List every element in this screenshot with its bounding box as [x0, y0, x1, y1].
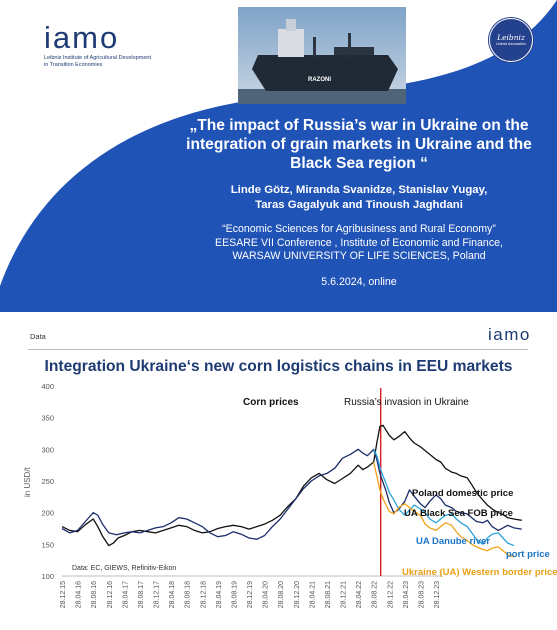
x-tick-label: 28.04.20: [263, 581, 270, 608]
x-tick-label: 28.08.19: [231, 581, 238, 608]
blue-panel-shape: [0, 0, 557, 312]
data-source: Data: EC, GIEWS, Refinitiv-Eikon: [72, 565, 176, 572]
x-tick-label: 28.12.20: [294, 581, 301, 608]
x-tick-label: 28.12.22: [387, 581, 394, 608]
series-label-2-line1: UA Danube river: [416, 536, 490, 547]
series-lines: [61, 424, 522, 558]
chart-title: Integration Ukraine‘s new corn logistics…: [44, 358, 513, 375]
presentation-title: „The impact of Russia’s war in Ukraine o…: [186, 117, 532, 172]
x-tick-label: 28.04.19: [216, 581, 223, 608]
conference-date: 5.6.2024, online: [321, 276, 397, 288]
y-tick-label: 400: [41, 382, 54, 391]
corn-prices-label: Corn prices: [243, 397, 299, 408]
x-tick-label: 28.12.17: [154, 581, 161, 608]
x-tick-label: 28.12.15: [60, 581, 67, 608]
x-tick-label: 28.04.16: [76, 581, 83, 608]
x-tick-label: 28.08.23: [418, 581, 425, 608]
series-label-1: UA Black Sea FOB price: [404, 508, 513, 519]
x-tick-label: 28.08.22: [372, 581, 379, 608]
x-tick-label: 28.08.16: [91, 581, 98, 608]
axes: in USD/t: [23, 388, 442, 577]
x-tick-label: 28.04.23: [403, 581, 410, 608]
leibniz-badge-name: Leibniz: [497, 33, 525, 43]
authors-line2: Taras Gagalyuk and Tinoush Jaghdani: [255, 199, 463, 211]
series-label-3: Ukraine (UA) Western border price: [402, 567, 557, 578]
ticks: 100 150 200 250 300 350 400 28.12.15 28.04.16 28.…: [41, 382, 441, 608]
y-tick-label: 350: [41, 414, 54, 423]
y-tick-label: 200: [41, 509, 54, 518]
series-labels: Poland domestic price UA Black Sea FOB pr…: [402, 488, 557, 578]
authors-line1: Linde Götz, Miranda Svanidze, Stanislav …: [230, 184, 488, 196]
x-tick-label: 28.12.21: [341, 581, 348, 608]
x-tick-label: 28.12.19: [247, 581, 254, 608]
authors: Linde Götz, Miranda Svanidze, Stanislav …: [168, 183, 550, 213]
series-line-2: [373, 449, 515, 547]
ship-image: RAZONI: [238, 7, 406, 104]
x-tick-label: 28.12.23: [434, 581, 441, 608]
header-divider: [28, 349, 528, 350]
x-tick-label: 28.08.18: [185, 581, 192, 608]
x-tick-label: 28.04.18: [169, 581, 176, 608]
slide-logo: IAMO: [488, 325, 531, 344]
x-tick-label: 28.04.17: [122, 581, 129, 608]
series-label-0: Poland domestic price: [412, 488, 513, 499]
y-tick-label: 300: [41, 445, 54, 454]
leibniz-badge: Leibniz Leibniz Association: [489, 18, 533, 62]
x-tick-label: 28.04.21: [309, 581, 316, 608]
conference-line3: WARSAW UNIVERSITY OF LIFE SCIENCES, Pola…: [232, 250, 486, 263]
conference-line2: EESARE VII Conference , Institute of Eco…: [215, 236, 503, 249]
series-line-3: [373, 461, 515, 558]
blue-panel: [0, 0, 557, 312]
x-tick-label: 28.08.20: [278, 581, 285, 608]
y-tick-label: 150: [41, 540, 54, 549]
title-slide: IAMO Leibniz Institute of Agricultural D…: [0, 0, 557, 312]
x-tick-label: 28.04.22: [356, 581, 363, 608]
iamo-subtitle-line1: Leibniz Institute of Agricultural Develo…: [44, 55, 152, 61]
ship-name: RAZONI: [308, 77, 331, 83]
y-axis-label: in USD/t: [23, 466, 32, 497]
chart-slide: Data IAMO Integration Ukraine‘s new corn…: [0, 318, 557, 630]
iamo-logo-subtitle: Leibniz Institute of Agricultural Develo…: [44, 55, 184, 69]
x-tick-label: 28.12.18: [200, 581, 207, 608]
conference-line1: “Economic Sciences for Agribusiness and …: [222, 223, 496, 235]
x-tick-label: 28.08.21: [325, 581, 332, 608]
x-tick-label: 28.08.17: [138, 581, 145, 608]
slide-section-label: Data: [30, 332, 46, 341]
series-line-0: [61, 424, 522, 547]
series-label-2-line2: port price: [506, 549, 550, 560]
corn-price-chart: in USD/t 100 150 200 250 300 350 400 28.12.15 28…: [23, 382, 557, 608]
conference-info: “Economic Sciences for Agribusiness and …: [168, 223, 550, 264]
invasion-label: Russia’s invasion in Ukraine: [344, 397, 469, 408]
y-tick-label: 250: [41, 477, 54, 486]
iamo-logo-text: IAMO: [44, 20, 120, 55]
y-tick-label: 100: [41, 572, 54, 581]
iamo-subtitle-line2: in Transition Economies: [44, 61, 103, 68]
series-label-2: UA Danube river port price: [416, 536, 550, 560]
iamo-logo: IAMO Leibniz Institute of Agricultural D…: [44, 22, 184, 69]
leibniz-badge-sub: Leibniz Association: [496, 42, 526, 47]
series-line-1: [61, 448, 522, 540]
x-tick-label: 28.12.16: [107, 581, 114, 608]
ship-photo: RAZONI: [238, 7, 406, 104]
annotations: Corn prices Russia’s invasion in Ukraine…: [72, 397, 469, 572]
